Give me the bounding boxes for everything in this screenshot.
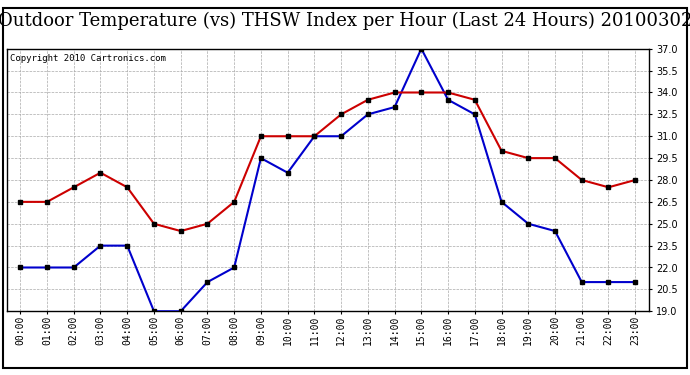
Text: Outdoor Temperature (vs) THSW Index per Hour (Last 24 Hours) 20100302: Outdoor Temperature (vs) THSW Index per … <box>0 11 690 30</box>
Text: Copyright 2010 Cartronics.com: Copyright 2010 Cartronics.com <box>10 54 166 63</box>
